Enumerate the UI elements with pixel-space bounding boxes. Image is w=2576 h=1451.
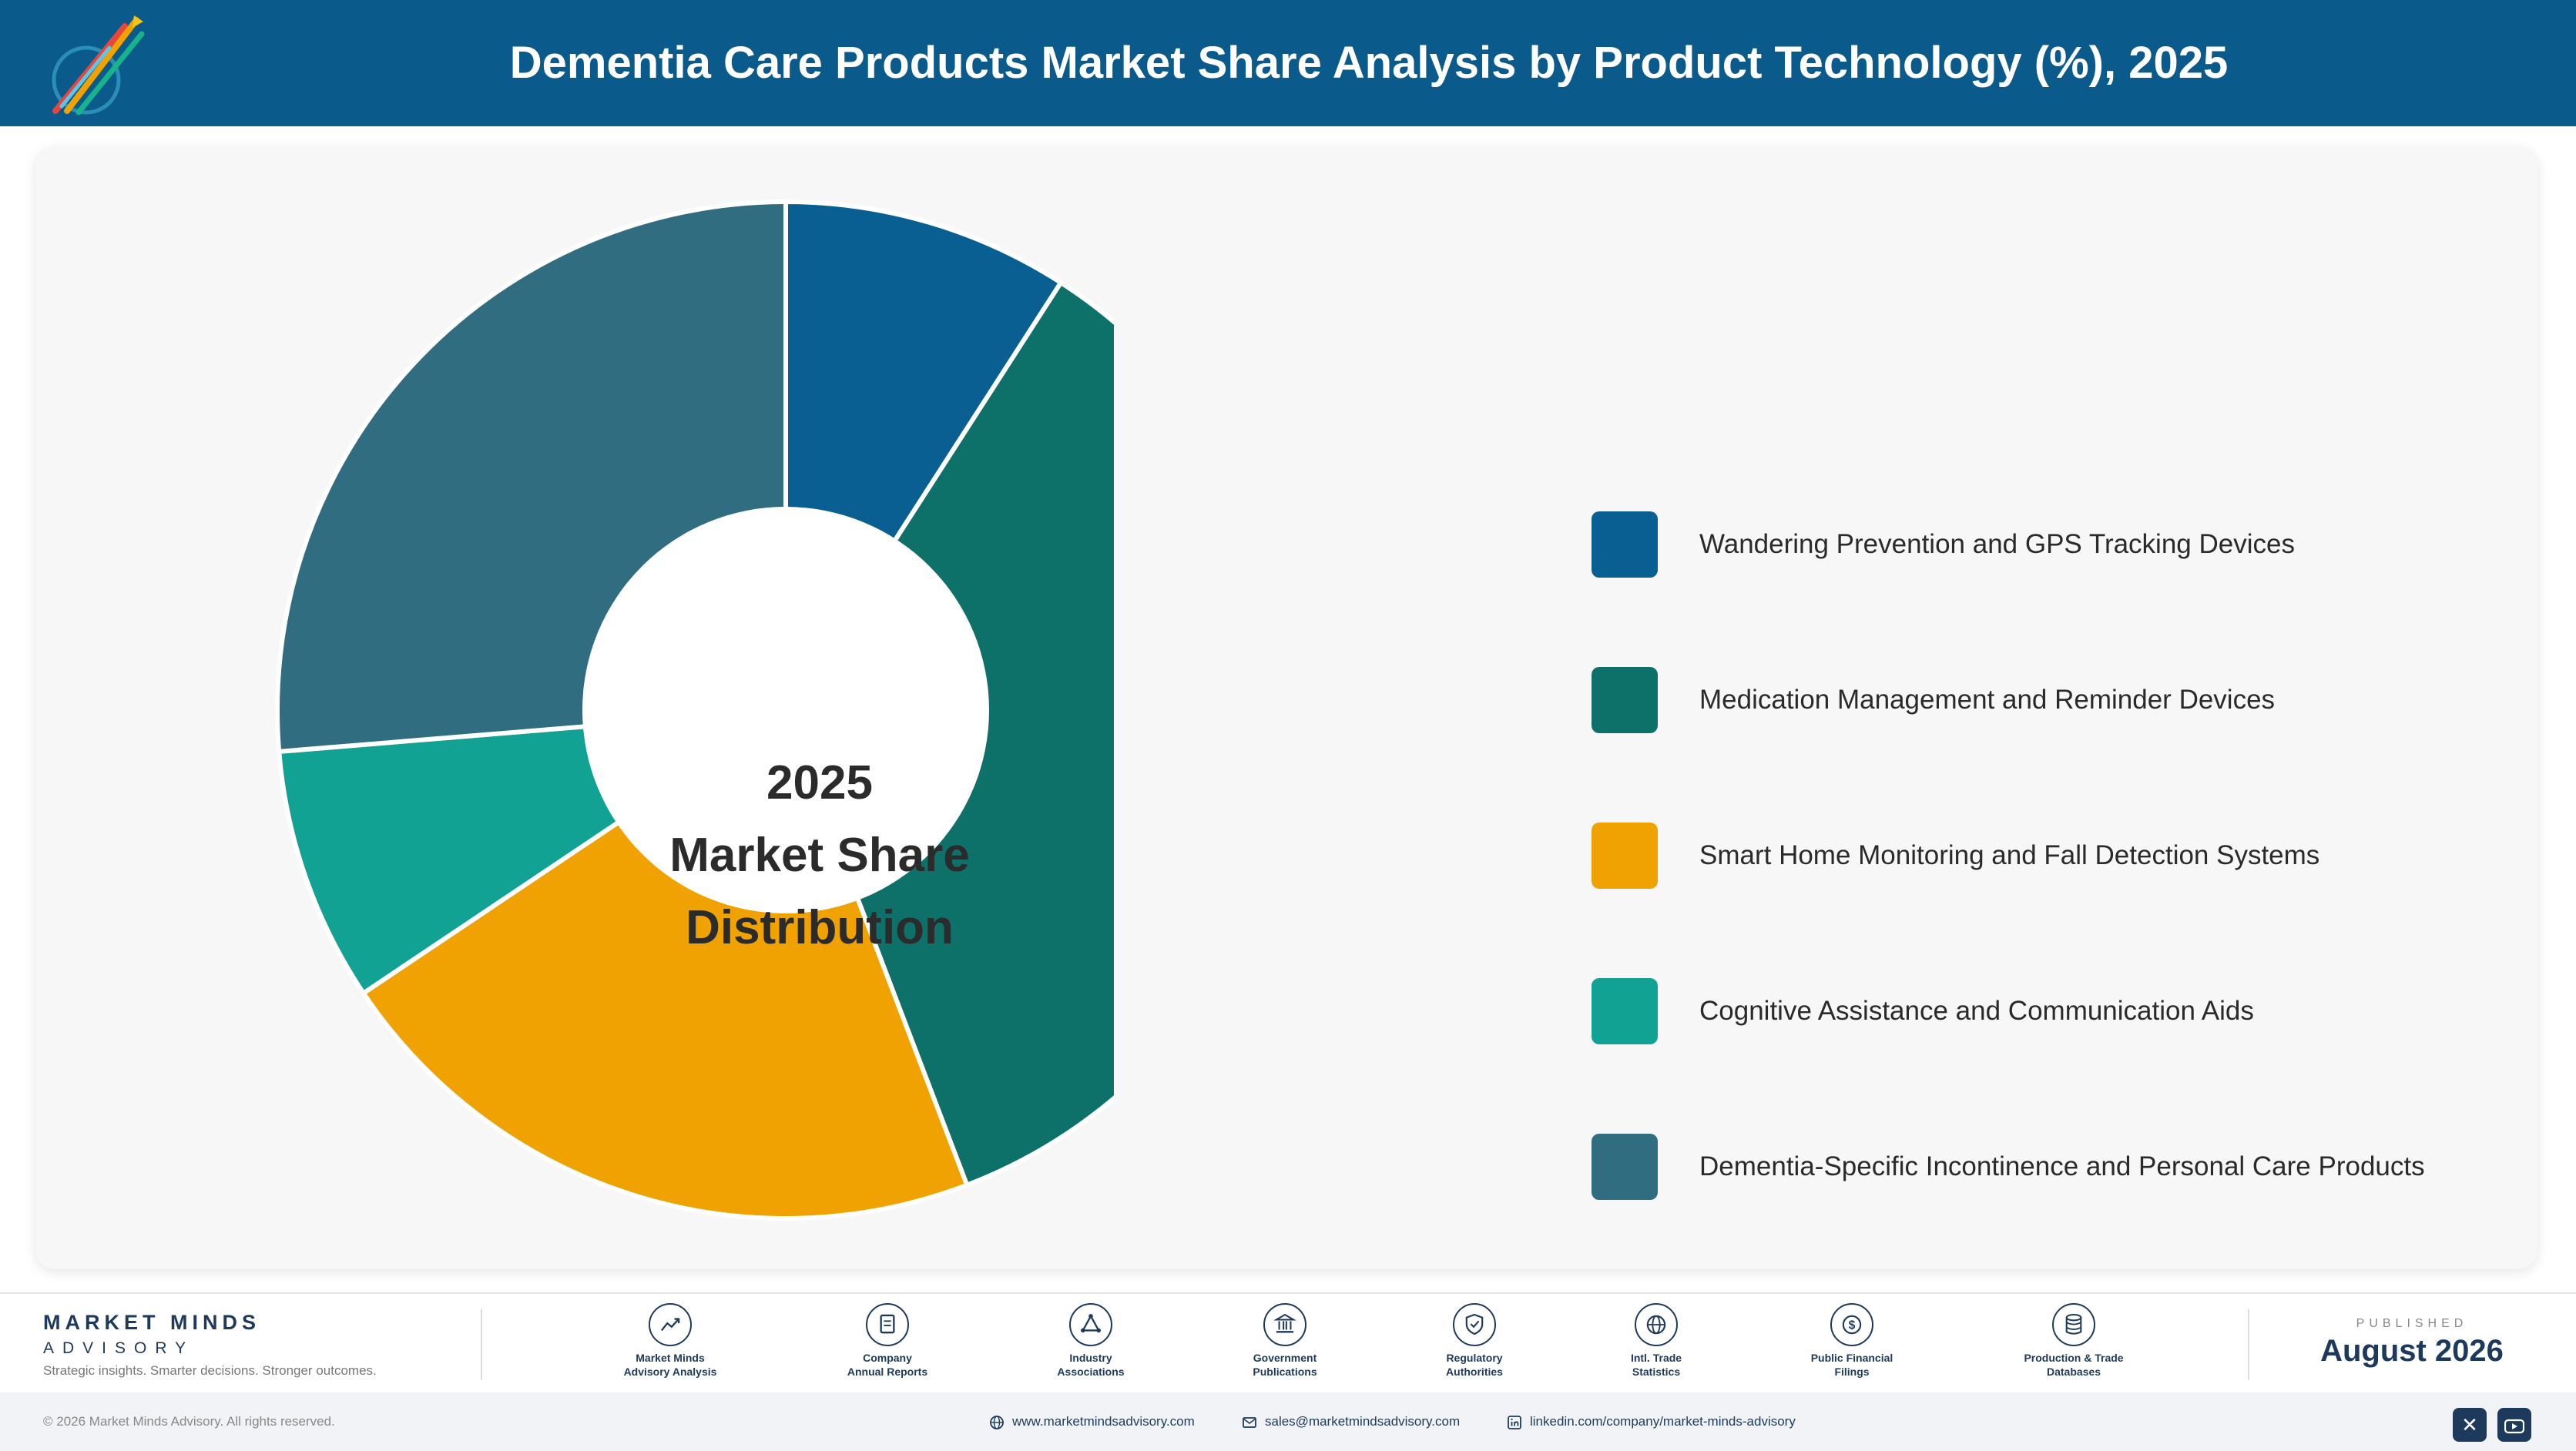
globe-icon	[990, 1415, 1004, 1429]
shield-check-icon	[1453, 1303, 1496, 1346]
website-text: www.marketmindsadvisory.com	[1012, 1414, 1195, 1429]
government-building-icon	[1263, 1303, 1306, 1346]
linkedin-text: linkedin.com/company/market-minds-adviso…	[1530, 1414, 1796, 1429]
youtube-icon[interactable]	[2497, 1408, 2531, 1442]
data-source-label: Market Minds Advisory Analysis	[623, 1352, 717, 1378]
legend-swatch	[1592, 978, 1658, 1044]
legend-label: Medication Management and Reminder Devic…	[1699, 685, 2276, 715]
x-icon[interactable]: ✕	[2453, 1408, 2487, 1442]
brand-name: MARKET MINDS	[43, 1311, 260, 1334]
center-label-year: 2025	[766, 756, 873, 809]
email-text: sales@marketmindsadvisory.com	[1265, 1414, 1461, 1429]
data-source-label: Public Financial Filings	[1810, 1352, 1893, 1378]
legend-label: Cognitive Assistance and Communication A…	[1699, 996, 2254, 1026]
brand-tagline: Strategic insights. Smarter decisions. S…	[43, 1363, 377, 1378]
database-icon	[2052, 1303, 2095, 1346]
data-source-item: Company Annual Reports	[810, 1303, 964, 1379]
footer-divider	[2248, 1309, 2249, 1380]
data-source-label: Government Publications	[1253, 1352, 1317, 1378]
mail-icon	[1243, 1416, 1256, 1428]
data-source-item: Market Minds Advisory Analysis	[593, 1303, 747, 1379]
legend-label: Dementia-Specific Incontinence and Perso…	[1699, 1151, 2425, 1181]
svg-text:$: $	[1849, 1319, 1856, 1332]
brand-subtitle: ADVISORY	[43, 1339, 195, 1357]
center-label-line3: Distribution	[686, 901, 954, 954]
header-bar: Dementia Care Products Market Share Anal…	[0, 0, 2576, 126]
dollar-coin-icon: $	[1830, 1303, 1873, 1346]
footer: MARKET MINDS ADVISORY Strategic insights…	[0, 1292, 2576, 1451]
published-label: PUBLISHED	[2356, 1317, 2468, 1330]
data-source-item: Intl. Trade Statistics	[1579, 1303, 1733, 1379]
page-title: Dementia Care Products Market Share Anal…	[509, 38, 2229, 88]
donut-center-label: 2025 Market Share Distribution	[650, 747, 989, 964]
legend-swatch	[1592, 667, 1658, 733]
published-date: August 2026	[2320, 1334, 2504, 1368]
data-source-label: Intl. Trade Statistics	[1630, 1352, 1682, 1378]
data-source-label: Regulatory Authorities	[1446, 1352, 1503, 1378]
email-link[interactable]: sales@marketmindsadvisory.com	[1242, 1392, 1460, 1451]
donut-chart	[275, 199, 1114, 1221]
copyright-text: © 2026 Market Minds Advisory. All rights…	[43, 1414, 335, 1429]
chart-card: 2025 Market Share Distribution Wandering…	[35, 146, 2537, 1269]
data-source-item: Regulatory Authorities	[1397, 1303, 1551, 1379]
legend-label: Wandering Prevention and GPS Tracking De…	[1699, 529, 2295, 559]
data-source-label: Production & Trade Databases	[2024, 1352, 2124, 1378]
data-source-label: Company Annual Reports	[847, 1352, 928, 1378]
footer-bottom-bar: © 2026 Market Minds Advisory. All rights…	[0, 1392, 2576, 1451]
website-link[interactable]: www.marketmindsadvisory.com	[989, 1392, 1195, 1451]
data-source-item: $ Public Financial Filings	[1775, 1303, 1929, 1379]
company-logo-icon	[52, 15, 145, 116]
linkedin-icon	[1508, 1415, 1521, 1429]
data-source-item: Government Publications	[1208, 1303, 1362, 1379]
globe-icon	[1635, 1303, 1678, 1346]
footer-divider	[481, 1309, 482, 1380]
data-source-label: Industry Associations	[1057, 1352, 1125, 1378]
legend-swatch	[1592, 1134, 1658, 1200]
legend-swatch	[1592, 823, 1658, 889]
center-label-line2: Market Share	[669, 829, 970, 882]
document-icon	[866, 1303, 909, 1346]
trend-chart-icon	[649, 1303, 692, 1346]
donut-hole	[582, 507, 989, 913]
linkedin-link[interactable]: linkedin.com/company/market-minds-adviso…	[1507, 1392, 1796, 1451]
data-source-item: Industry Associations	[1014, 1303, 1168, 1379]
legend-label: Smart Home Monitoring and Fall Detection…	[1699, 840, 2320, 870]
network-icon	[1069, 1303, 1112, 1346]
data-source-item: Production & Trade Databases	[1997, 1303, 2151, 1379]
legend-swatch	[1592, 511, 1658, 578]
